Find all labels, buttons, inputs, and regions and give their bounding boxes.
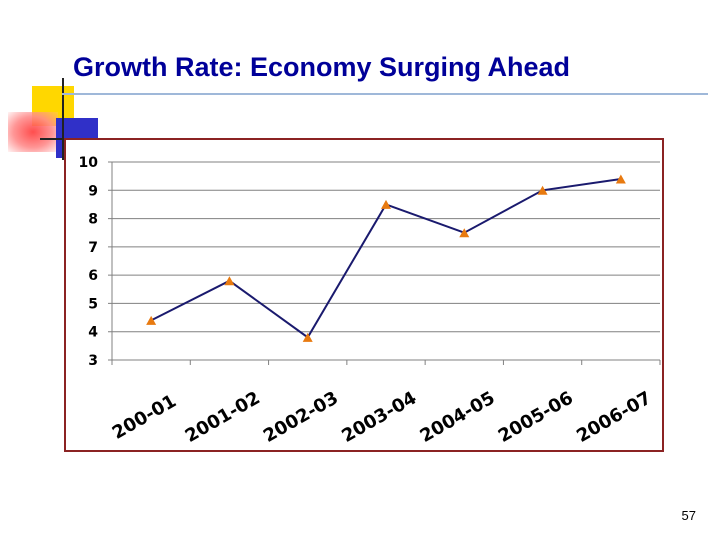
x-tick-label: 2001-02 (182, 387, 264, 446)
decor-red-blur (8, 112, 58, 152)
y-tick-label: 9 (88, 183, 98, 199)
data-point-marker (537, 185, 548, 195)
chart-frame: 3 4 5 6 7 8 9 10 200-01 2001-02 2002-03 2003-04 2004… (64, 138, 664, 452)
y-tick-label: 10 (79, 155, 99, 171)
y-tick-label: 3 (88, 353, 98, 369)
x-tick-label: 2004-05 (417, 387, 499, 446)
y-tick-label: 7 (88, 240, 98, 256)
x-tick-label: 200-01 (109, 391, 180, 444)
x-tick-label: 2005-06 (495, 387, 577, 446)
title-underline (62, 93, 708, 95)
decor-vertical-line (62, 78, 64, 160)
y-tick-label: 5 (88, 296, 98, 312)
page-number: 57 (681, 508, 696, 523)
x-tick-label: 2006-07 (573, 387, 655, 446)
slide-title: Growth Rate: Economy Surging Ahead (73, 52, 571, 82)
y-tick-label: 8 (88, 212, 98, 228)
data-point-marker (615, 174, 626, 184)
data-point-marker (146, 315, 157, 325)
x-tick-label: 2002-03 (260, 387, 342, 446)
x-tick-label: 2003-04 (338, 387, 420, 446)
y-tick-label: 4 (88, 325, 98, 341)
data-point-marker (381, 199, 391, 209)
data-point-marker (224, 276, 235, 286)
data-point-marker (302, 332, 313, 342)
line-chart: 3 4 5 6 7 8 9 10 200-01 2001-022002-032003-042004… (79, 155, 661, 447)
data-point-marker (459, 228, 470, 238)
y-tick-label: 6 (88, 268, 98, 284)
